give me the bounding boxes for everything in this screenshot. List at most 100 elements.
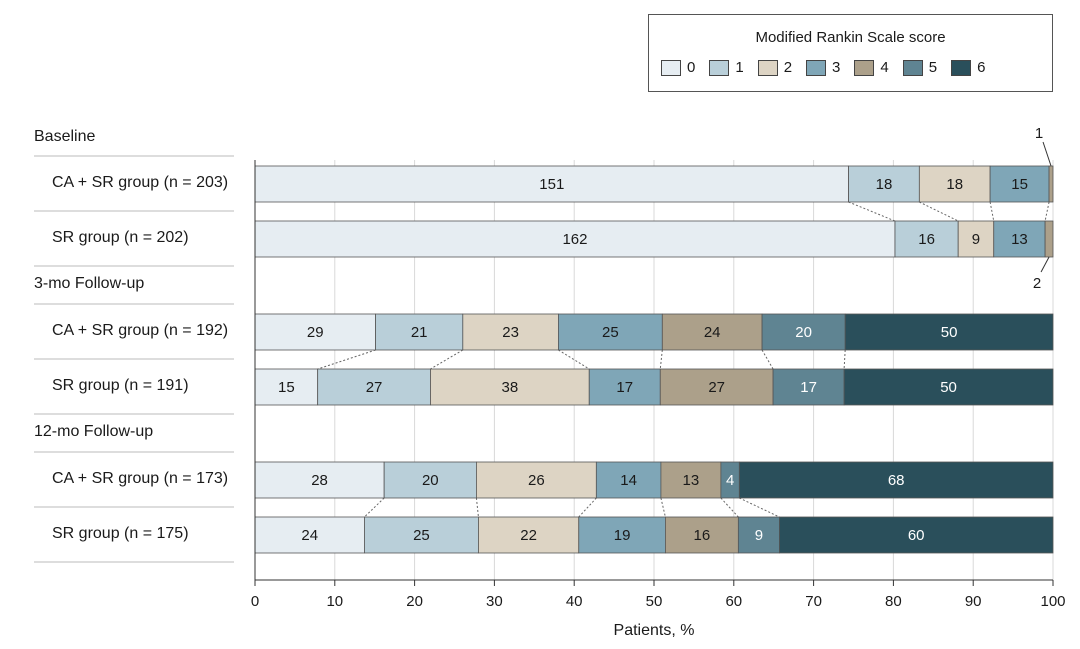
annotation-leader <box>1040 256 1050 273</box>
bar-value-label: 24 <box>301 527 318 544</box>
bar-segment-5 <box>737 516 780 554</box>
x-tick-label: 100 <box>1040 593 1065 610</box>
bar-segment-4 <box>660 461 722 499</box>
bar-segment-1 <box>848 165 920 203</box>
bar-segment-1 <box>375 313 464 351</box>
connector-line <box>1044 201 1050 222</box>
bar-value-label: 17 <box>800 379 817 396</box>
bar-value-label: 24 <box>704 324 721 341</box>
legend-entry: 1 <box>709 59 744 76</box>
legend-label: 5 <box>928 59 938 76</box>
bar-value-label: 18 <box>946 176 963 193</box>
bar-segment-3 <box>578 516 666 554</box>
legend-label: 2 <box>783 59 793 76</box>
legend-entry: 0 <box>661 59 695 76</box>
bar-segment-4 <box>1044 220 1054 258</box>
legend: Modified Rankin Scale score 0 1 2 3 4 5 6 <box>648 14 1053 92</box>
bar-value-label: 60 <box>908 527 925 544</box>
legend-title: Modified Rankin Scale score <box>755 29 946 46</box>
bar-value-label: 38 <box>502 379 519 396</box>
bar-value-label: 13 <box>1011 231 1028 248</box>
bar-segment-2 <box>476 461 597 499</box>
row-label: SR group (n = 202) <box>52 229 189 246</box>
annotation-label: 2 <box>1033 275 1041 292</box>
x-tick-label: 20 <box>406 593 423 610</box>
bar-value-label: 27 <box>708 379 725 396</box>
bar-segment-1 <box>894 220 959 258</box>
bar-value-label: 50 <box>941 324 958 341</box>
bar-value-label: 9 <box>972 231 980 248</box>
bar-segment-4 <box>661 313 763 351</box>
bar-segment-0 <box>254 220 896 258</box>
bar-value-label: 4 <box>726 472 734 489</box>
bar-value-label: 20 <box>795 324 812 341</box>
legend-entry: 4 <box>854 59 889 76</box>
connector-line <box>989 201 995 222</box>
bar-segment-6 <box>779 516 1054 554</box>
bar-segment-2 <box>462 313 559 351</box>
connector-line <box>848 201 896 222</box>
legend-swatch <box>757 59 778 76</box>
bar-value-label: 21 <box>411 324 428 341</box>
bar-segment-2 <box>918 165 991 203</box>
bar-segment-6 <box>843 368 1054 406</box>
bar-segment-5 <box>772 368 845 406</box>
bar-segment-6 <box>844 313 1054 351</box>
legend-entry: 3 <box>806 59 840 76</box>
bar-value-label: 26 <box>528 472 545 489</box>
bar-value-label: 27 <box>366 379 383 396</box>
legend-label: 6 <box>977 59 986 76</box>
connector-line <box>739 497 780 518</box>
bar-value-label: 29 <box>307 324 324 341</box>
bar-segment-0 <box>254 165 849 203</box>
connector-line <box>475 497 479 518</box>
row-label: SR group (n = 191) <box>52 377 189 394</box>
row-label: CA + SR group (n = 173) <box>52 470 229 487</box>
annotation-label: 1 <box>1035 125 1043 142</box>
bar-value-label: 25 <box>413 527 430 544</box>
x-tick-label: 60 <box>725 593 742 610</box>
connector-line <box>659 349 663 370</box>
connector-line <box>843 349 846 370</box>
bar-segment-0 <box>254 368 319 406</box>
x-tick-label: 70 <box>805 593 822 610</box>
x-tick-label: 40 <box>566 593 583 610</box>
legend-swatch <box>951 59 972 76</box>
legend-swatch <box>661 59 681 76</box>
bar-value-label: 17 <box>616 379 633 396</box>
bar-value-label: 23 <box>502 324 519 341</box>
bar-value-label: 9 <box>755 527 763 544</box>
legend-swatch <box>854 59 875 76</box>
bar-value-label: 18 <box>876 176 893 193</box>
connector-line <box>578 497 597 518</box>
row-label: SR group (n = 175) <box>52 525 189 542</box>
segment-connectors <box>317 201 1050 518</box>
legend-entry: 5 <box>902 59 938 76</box>
bar-segment-3 <box>588 368 661 406</box>
annotation-leader <box>1042 141 1052 167</box>
bar-segment-4 <box>1048 165 1054 203</box>
legend-label: 4 <box>880 59 889 76</box>
bar-value-label: 13 <box>683 472 700 489</box>
connector-line <box>317 349 376 370</box>
bar-value-label: 151 <box>539 176 564 193</box>
x-axis-label: Patients, % <box>613 622 695 639</box>
legend-items: 0 1 2 3 4 5 6 <box>661 59 999 76</box>
legend-label: 0 <box>687 59 696 76</box>
legend-swatch <box>709 59 730 76</box>
bar-value-label: 25 <box>602 324 619 341</box>
connector-line <box>660 497 666 518</box>
bar-value-label: 19 <box>614 527 631 544</box>
bar-value-label: 22 <box>520 527 537 544</box>
bar-segment-2 <box>478 516 580 554</box>
bar-segment-3 <box>989 165 1050 203</box>
row-label: CA + SR group (n = 192) <box>52 322 229 339</box>
bar-value-label: 16 <box>918 231 935 248</box>
bar-segment-0 <box>254 516 365 554</box>
group-title: Baseline <box>34 128 96 145</box>
bar-segment-1 <box>364 516 479 554</box>
bar-value-label: 14 <box>620 472 637 489</box>
x-tick-label: 30 <box>486 593 503 610</box>
connector-line <box>919 201 959 222</box>
bar-value-label: 68 <box>888 472 905 489</box>
